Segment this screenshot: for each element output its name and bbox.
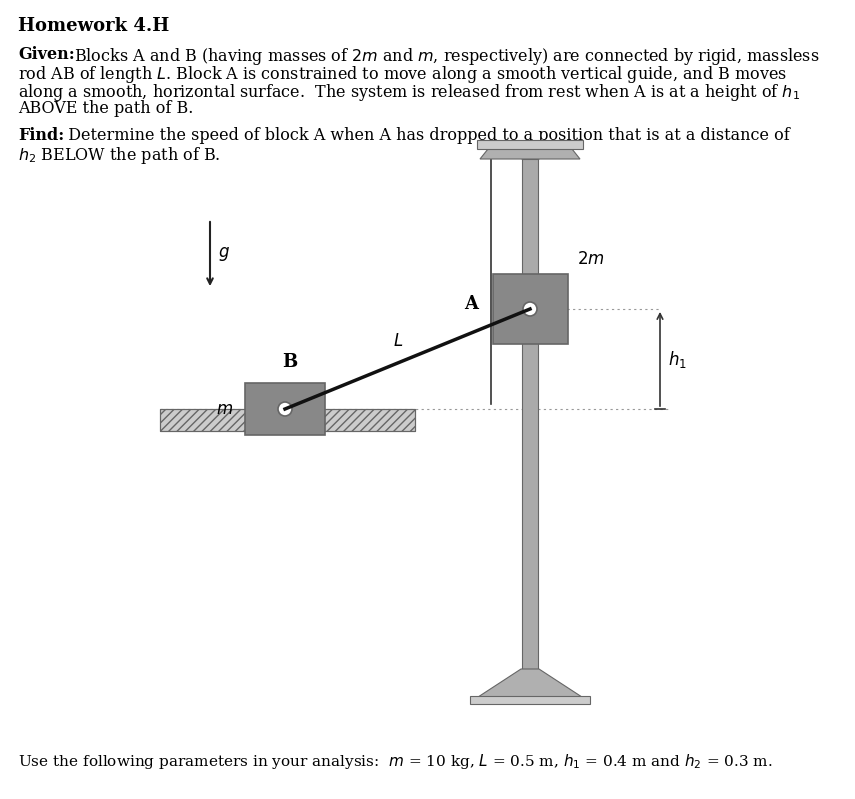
Bar: [522, 159, 538, 669]
Text: rod AB of length $L$. Block A is constrained to move along a smooth vertical gui: rod AB of length $L$. Block A is constra…: [18, 64, 787, 85]
Text: Homework 4.H: Homework 4.H: [18, 17, 169, 35]
Text: $h_1$: $h_1$: [668, 348, 687, 369]
Text: B: B: [282, 353, 298, 371]
Text: $m$: $m$: [216, 400, 233, 418]
Text: Find:: Find:: [18, 127, 64, 144]
Text: $h_2$ BELOW the path of B.: $h_2$ BELOW the path of B.: [18, 145, 221, 166]
Text: ABOVE the path of B.: ABOVE the path of B.: [18, 100, 193, 117]
Text: $L$: $L$: [392, 332, 403, 349]
Circle shape: [278, 402, 292, 416]
Text: Use the following parameters in your analysis:  $m$ = 10 kg, $L$ = 0.5 m, $h_1$ : Use the following parameters in your ana…: [18, 752, 773, 771]
Text: Given:: Given:: [18, 46, 74, 63]
Text: along a smooth, horizontal surface.  The system is released from rest when A is : along a smooth, horizontal surface. The …: [18, 82, 800, 103]
Bar: [477, 140, 583, 149]
Bar: [160, 409, 415, 431]
Text: Determine the speed of block A when A has dropped to a position that is at a dis: Determine the speed of block A when A ha…: [58, 127, 790, 144]
Text: A: A: [464, 295, 478, 313]
Bar: [245, 383, 325, 435]
Bar: [493, 274, 568, 344]
Text: Blocks A and B (having masses of $2m$ and $m$, respectively) are connected by ri: Blocks A and B (having masses of $2m$ an…: [69, 46, 819, 67]
Text: $g$: $g$: [218, 245, 230, 263]
Polygon shape: [480, 149, 580, 159]
Bar: [470, 696, 590, 704]
Text: $2m$: $2m$: [577, 251, 604, 268]
Bar: [160, 409, 415, 431]
Circle shape: [523, 302, 537, 316]
Polygon shape: [475, 669, 585, 699]
